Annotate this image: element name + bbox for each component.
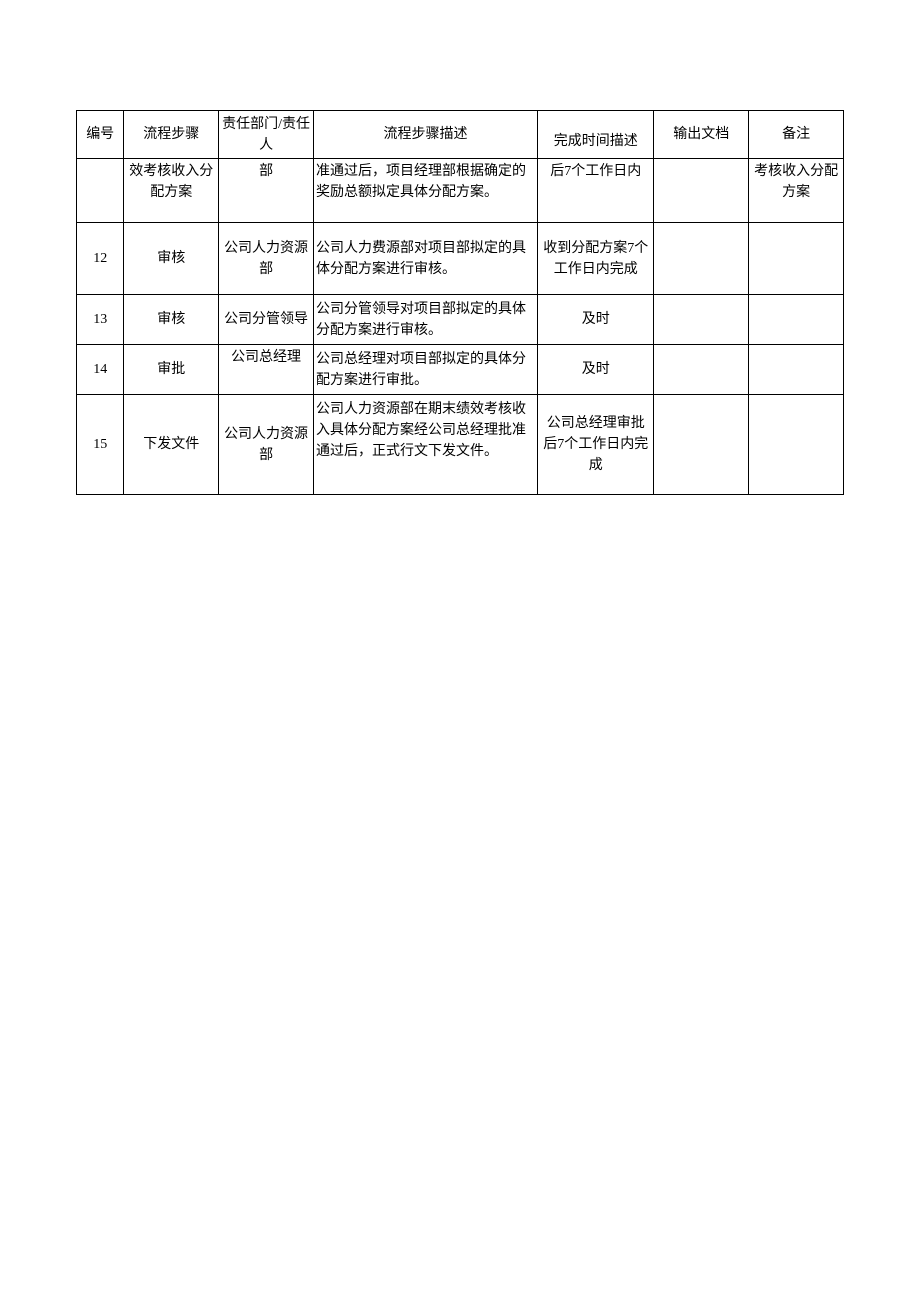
cell-output [654,223,749,295]
cell-dept: 公司人力资源部 [219,223,314,295]
table-row: 12 审核 公司人力资源部 公司人力费源部对项目部拟定的具体分配方案进行审核。 … [77,223,844,295]
cell-step: 审核 [124,223,219,295]
cell-time: 收到分配方案7个工作日内完成 [538,223,654,295]
cell-desc: 公司总经理对项目部拟定的具体分配方案进行审批。 [313,345,537,395]
cell-time: 公司总经理审批后7个工作日内完成 [538,395,654,495]
header-output: 输出文档 [654,111,749,159]
cell-note [749,223,844,295]
cell-id: 13 [77,295,124,345]
cell-desc: 公司人力资源部在期末绩效考核收入具体分配方案经公司总经理批准通过后，正式行文下发… [313,395,537,495]
cell-note [749,345,844,395]
cell-id: 12 [77,223,124,295]
cell-step: 下发文件 [124,395,219,495]
header-note: 备注 [749,111,844,159]
cell-id: 15 [77,395,124,495]
cell-dept: 部 [219,159,314,223]
cell-id [77,159,124,223]
table-row: 13 审核 公司分管领导 公司分管领导对项目部拟定的具体分配方案进行审核。 及时 [77,295,844,345]
header-step: 流程步骤 [124,111,219,159]
cell-output [654,159,749,223]
cell-output [654,395,749,495]
cell-id: 14 [77,345,124,395]
table-header-row: 编号 流程步骤 责任部门/责任人 流程步骤描述 完成时间描述 输出文档 备注 [77,111,844,159]
table-row: 效考核收入分配方案 部 准通过后，项目经理部根据确定的奖励总额拟定具体分配方案。… [77,159,844,223]
table-row: 15 下发文件 公司人力资源部 公司人力资源部在期末绩效考核收入具体分配方案经公… [77,395,844,495]
cell-desc: 准通过后，项目经理部根据确定的奖励总额拟定具体分配方案。 [313,159,537,223]
cell-desc: 公司分管领导对项目部拟定的具体分配方案进行审核。 [313,295,537,345]
cell-step: 审批 [124,345,219,395]
header-time: 完成时间描述 [538,111,654,159]
cell-note [749,295,844,345]
cell-dept: 公司人力资源部 [219,395,314,495]
cell-output [654,295,749,345]
cell-dept: 公司分管领导 [219,295,314,345]
header-dept: 责任部门/责任人 [219,111,314,159]
cell-desc: 公司人力费源部对项目部拟定的具体分配方案进行审核。 [313,223,537,295]
cell-note [749,395,844,495]
cell-time: 及时 [538,295,654,345]
cell-note: 考核收入分配方案 [749,159,844,223]
cell-time: 后7个工作日内 [538,159,654,223]
cell-step: 效考核收入分配方案 [124,159,219,223]
process-table: 编号 流程步骤 责任部门/责任人 流程步骤描述 完成时间描述 输出文档 备注 效… [76,110,844,495]
cell-output [654,345,749,395]
cell-dept: 公司总经理 [219,345,314,395]
header-id: 编号 [77,111,124,159]
table-row: 14 审批 公司总经理 公司总经理对项目部拟定的具体分配方案进行审批。 及时 [77,345,844,395]
cell-time: 及时 [538,345,654,395]
header-desc: 流程步骤描述 [313,111,537,159]
cell-step: 审核 [124,295,219,345]
